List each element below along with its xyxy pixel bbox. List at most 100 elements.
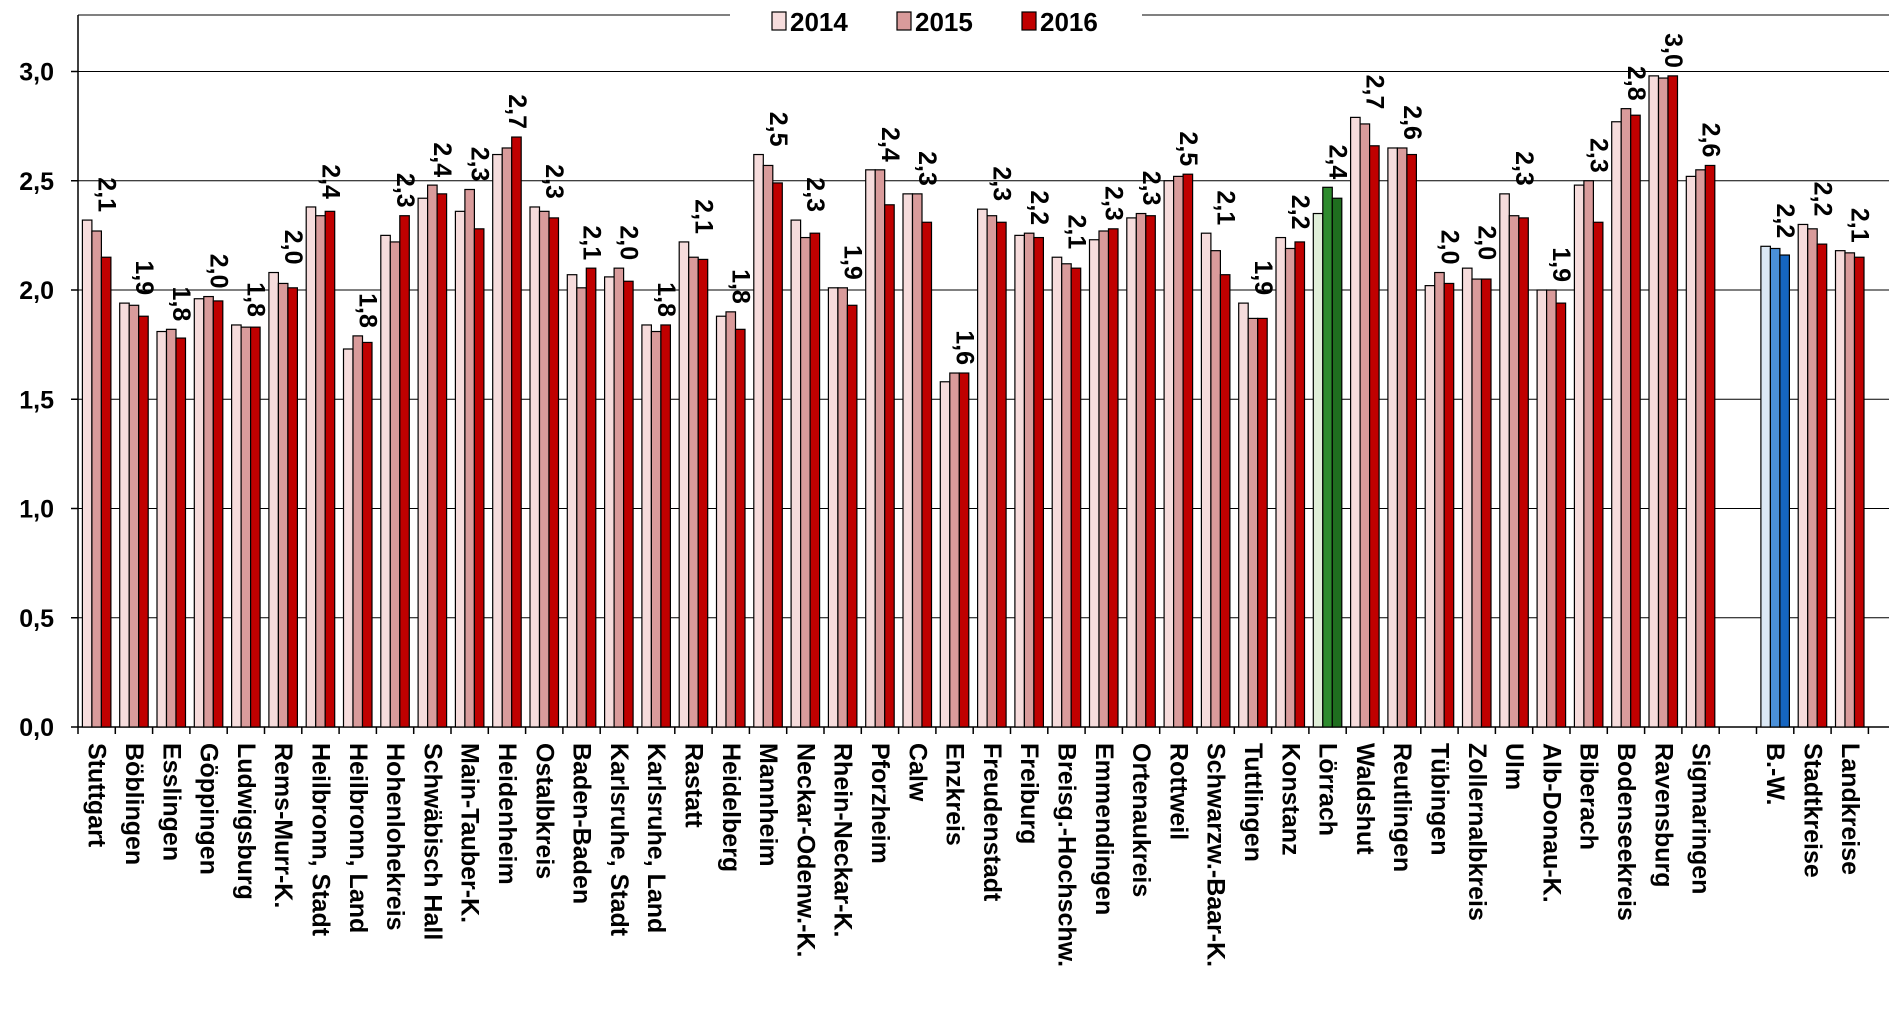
- bar-2016: [473, 228, 485, 728]
- bar-2014: [305, 206, 317, 728]
- bar-2016: [1443, 282, 1455, 728]
- bar-2016: [287, 287, 298, 728]
- bar-2014: [902, 193, 914, 728]
- bar-2015: [1807, 228, 1818, 728]
- legend-swatch-2015: [896, 11, 912, 31]
- y-tick-label: 2,5: [19, 168, 54, 196]
- bar-2016: [212, 300, 224, 728]
- legend-label: 2016: [1040, 7, 1098, 37]
- bar-2016: [884, 204, 895, 728]
- bar-2014: [1461, 267, 1473, 728]
- data-label: 2,2: [1286, 195, 1314, 230]
- bars: [81, 75, 1865, 728]
- x-category-label: Ravensburg: [1649, 743, 1677, 887]
- x-category-label: Landkreise: [1836, 743, 1864, 875]
- bar-2014: [119, 302, 130, 728]
- y-tick-label: 1,5: [19, 386, 54, 414]
- bar-2016: [1853, 256, 1865, 728]
- x-category-label: Stadtkreise: [1798, 743, 1826, 878]
- bar-2014: [1611, 121, 1622, 728]
- data-label: 2,3: [1100, 186, 1128, 221]
- bar-2014: [193, 298, 205, 728]
- x-category-label: Neckar-Odenw.-K.: [791, 743, 819, 957]
- bar-2014: [342, 348, 354, 728]
- bar-2016: [399, 215, 410, 728]
- data-label: 2,8: [1622, 66, 1650, 101]
- data-label: 1,8: [652, 282, 680, 317]
- x-category-label: Esslingen: [157, 743, 185, 861]
- bar-2015: [1098, 230, 1110, 728]
- x-category-label: Calw: [903, 743, 931, 802]
- data-label: 2,3: [466, 147, 494, 182]
- data-label: 2,4: [876, 127, 904, 162]
- data-label: 2,4: [316, 164, 344, 199]
- bar-2014: [1126, 217, 1137, 728]
- x-axis-categories: Stuttgart Böblingen Esslingen Göppingen Ludw…: [77, 727, 1870, 967]
- bar-2015: [799, 236, 811, 728]
- data-labels: 2,1 1,9 1,8 2,0 1,8 2,0 2,4 1,8 2,3 2,4 2,3 2,7 2,3 2…: [93, 33, 1874, 365]
- bar-2016: [921, 221, 933, 728]
- x-category-label: Stuttgart: [83, 743, 111, 848]
- x-category-label: Karlsruhe, Land: [642, 743, 670, 933]
- bar-2015: [1508, 215, 1520, 728]
- bar-2016: [772, 182, 783, 728]
- bar-2014: [1312, 212, 1324, 728]
- bar-2015: [1844, 252, 1856, 728]
- bar-2014: [641, 324, 653, 728]
- bar-2014: [1088, 239, 1100, 728]
- x-category-label: Schwarzw.-Baar-K.: [1202, 743, 1230, 967]
- bar-2016: [1406, 153, 1418, 728]
- data-label: 2,3: [1510, 151, 1538, 186]
- bar-2015: [1434, 271, 1445, 728]
- data-label: 1,9: [1249, 260, 1277, 295]
- bar-2014: [81, 219, 93, 728]
- x-category-label: Heilbronn, Land: [344, 743, 372, 933]
- bar-2015: [538, 210, 550, 728]
- bar-2015: [576, 287, 587, 728]
- x-category-label: Emmendingen: [1090, 743, 1118, 915]
- x-category-label: Ostalbkreis: [530, 743, 558, 879]
- bar-2015: [277, 282, 289, 728]
- bar-2016: [548, 217, 560, 728]
- y-tick-label: 0,0: [19, 714, 54, 742]
- x-category-label: Rhein-Neckar-K.: [829, 743, 857, 938]
- x-category-label: Pforzheim: [866, 743, 894, 864]
- x-category-label: Rems-Murr-K.: [269, 743, 297, 908]
- bar-2016: [1816, 243, 1828, 728]
- bar-2014: [231, 324, 242, 728]
- bar-2014: [454, 210, 466, 728]
- y-axis-ticks: 0,0 0,5 1,0 1,5 2,0 2,5 3,0: [19, 59, 78, 742]
- data-label: 2,1: [1062, 214, 1090, 249]
- x-category-label: Sigmaringen: [1687, 743, 1715, 894]
- bar-2015: [203, 295, 214, 728]
- bar-2014: [753, 153, 764, 728]
- bar-2016: [511, 136, 522, 728]
- legend: 2014 2015 2016: [771, 7, 1098, 37]
- bar-2016: [958, 372, 970, 728]
- bar-2016: [1294, 241, 1306, 728]
- bar-2014: [715, 315, 727, 728]
- data-label: 1,6: [950, 330, 978, 365]
- data-label: 2,3: [1137, 171, 1165, 206]
- bar-2016: [846, 304, 858, 728]
- bar-2014: [268, 271, 279, 728]
- bar-2016: [585, 267, 597, 728]
- bar-2015: [949, 372, 960, 728]
- x-category-label: Schwäbisch Hall: [418, 743, 446, 940]
- data-label: 2,0: [615, 225, 643, 260]
- bar-2015: [1135, 212, 1147, 728]
- data-label: 2,3: [391, 173, 419, 208]
- bar-2015: [986, 215, 998, 728]
- data-label: 2,6: [1696, 123, 1724, 158]
- bar-2014: [1834, 250, 1846, 728]
- x-category-label: Baden-Baden: [568, 743, 596, 904]
- x-category-label: Ortenaukreis: [1127, 743, 1155, 897]
- bar-2014: [1051, 256, 1063, 728]
- bar-2016: [1518, 217, 1529, 728]
- bar-2015: [1695, 169, 1706, 728]
- bar-2016: [622, 280, 634, 728]
- data-label: 2,1: [1846, 208, 1874, 243]
- bar-2015: [1620, 108, 1632, 728]
- legend-label: 2014: [790, 7, 848, 37]
